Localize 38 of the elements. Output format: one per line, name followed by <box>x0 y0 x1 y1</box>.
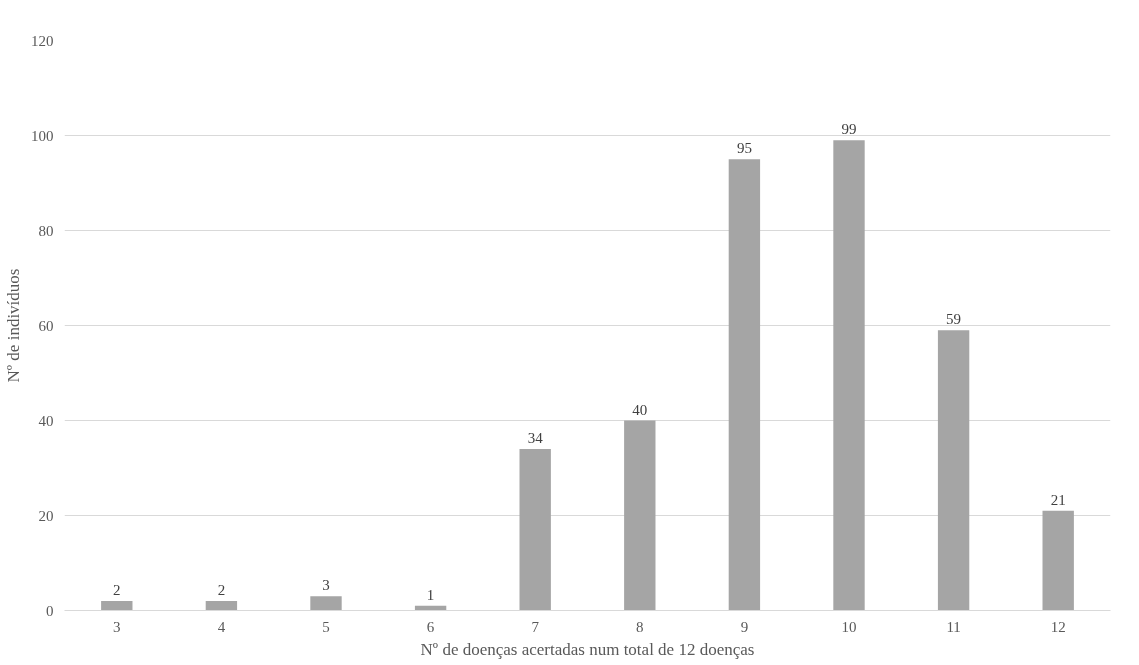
bar <box>728 159 761 611</box>
data-label: 21 <box>1050 491 1066 508</box>
y-tick-label: 80 <box>38 222 54 239</box>
y-tick-label: 100 <box>31 127 54 144</box>
bar <box>101 601 133 611</box>
data-label: 34 <box>527 430 544 446</box>
bar <box>1042 510 1074 611</box>
x-tick-label: 3 <box>113 618 121 635</box>
data-label: 2 <box>113 582 121 598</box>
y-tick-label: 0 <box>46 602 54 619</box>
bar <box>937 330 970 611</box>
data-label: 40 <box>632 401 648 418</box>
y-tick-label: 20 <box>38 507 54 524</box>
x-axis-title: Nº de doenças acertadas num total de 12 doenças <box>420 639 755 659</box>
bar <box>519 449 551 611</box>
bar <box>310 596 342 611</box>
x-tick-label: 4 <box>217 618 226 635</box>
bar <box>624 420 656 611</box>
y-tick-label: 120 <box>31 32 54 49</box>
bar <box>205 601 238 611</box>
x-tick-label: 6 <box>426 618 435 635</box>
bar <box>833 140 865 611</box>
data-label: 59 <box>946 311 962 328</box>
y-tick-label: 60 <box>38 317 54 334</box>
data-label: 3 <box>322 577 330 594</box>
data-label: 1 <box>426 586 435 603</box>
x-tick-label: 12 <box>1050 618 1066 635</box>
x-tick-label: 10 <box>841 618 857 635</box>
x-tick-label: 8 <box>636 618 644 635</box>
x-tick-label: 5 <box>322 618 330 635</box>
data-label: 99 <box>841 121 857 138</box>
x-tick-label: 7 <box>531 618 540 635</box>
x-tick-label: 9 <box>740 618 749 635</box>
x-tick-label: 11 <box>946 618 961 635</box>
y-axis-title: Nº de indivíduos <box>4 268 23 383</box>
data-label: 95 <box>736 140 752 157</box>
data-label: 2 <box>217 582 226 598</box>
y-tick-label: 40 <box>38 412 54 429</box>
